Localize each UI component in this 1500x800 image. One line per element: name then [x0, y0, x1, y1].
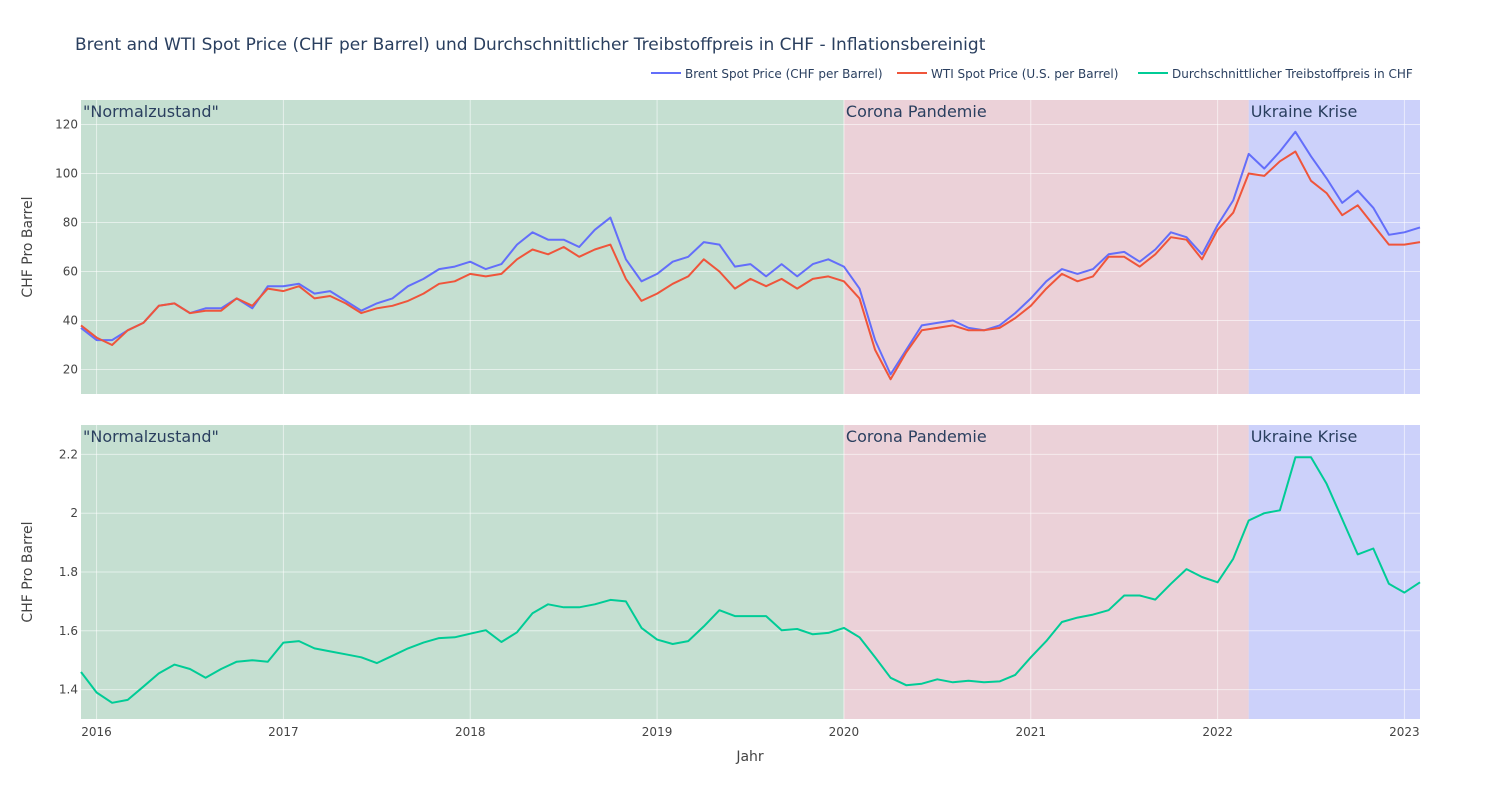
panel-bottom: "Normalzustand" Corona Pandemie Ukraine Kr… — [20, 425, 1421, 739]
period-band-top-0 — [81, 100, 844, 394]
y-tick-bottom-2: 1.8 — [59, 565, 78, 579]
y-tick-top-3: 80 — [63, 216, 78, 230]
period-band-top-1 — [843, 100, 1249, 394]
y-tick-bottom-3: 2 — [70, 506, 78, 520]
x-tick-5: 2021 — [1015, 725, 1046, 739]
legend-item-0[interactable]: Brent Spot Price (CHF per Barrel) — [651, 67, 883, 81]
x-tick-6: 2022 — [1202, 725, 1233, 739]
period-label-bottom-0: "Normalzustand" — [83, 427, 219, 446]
y-tick-top-0: 20 — [63, 363, 78, 377]
period-label-bottom-2: Ukraine Krise — [1251, 427, 1358, 446]
y-tick-top-2: 60 — [63, 265, 78, 279]
legend-item-2[interactable]: Durchschnittlicher Treibstoffpreis in CH… — [1138, 67, 1413, 81]
legend-item-1[interactable]: WTI Spot Price (U.S. per Barrel) — [897, 67, 1118, 81]
legend-label-0: Brent Spot Price (CHF per Barrel) — [685, 67, 883, 81]
x-tick-1: 2017 — [268, 725, 299, 739]
y-axis-title-top: CHF Pro Barrel — [20, 196, 36, 297]
y-tick-top-5: 120 — [55, 118, 78, 132]
y-axis-title-bottom: CHF Pro Barrel — [20, 521, 36, 622]
series-line-bottom-0 — [80, 456, 1421, 704]
series-line-top-1 — [80, 150, 1421, 381]
series-line-top-0 — [80, 130, 1421, 376]
legend-label-1: WTI Spot Price (U.S. per Barrel) — [931, 67, 1118, 81]
x-tick-2: 2018 — [455, 725, 486, 739]
x-tick-0: 2016 — [81, 725, 112, 739]
x-tick-3: 2019 — [642, 725, 673, 739]
panel-top: "Normalzustand" Corona Pandemie Ukraine Kr… — [20, 100, 1421, 394]
legend[interactable]: Brent Spot Price (CHF per Barrel) WTI Spo… — [651, 67, 1413, 81]
y-tick-bottom-4: 2.2 — [59, 447, 78, 461]
period-label-top-2: Ukraine Krise — [1251, 102, 1358, 121]
period-label-top-0: "Normalzustand" — [83, 102, 219, 121]
legend-label-2: Durchschnittlicher Treibstoffpreis in CH… — [1172, 67, 1413, 81]
y-tick-bottom-1: 1.6 — [59, 624, 78, 638]
x-axis-title: Jahr — [735, 749, 764, 765]
x-tick-4: 2020 — [829, 725, 860, 739]
period-label-bottom-1: Corona Pandemie — [846, 427, 987, 446]
y-tick-top-4: 100 — [55, 167, 78, 181]
x-tick-7: 2023 — [1389, 725, 1420, 739]
period-label-top-1: Corona Pandemie — [846, 102, 987, 121]
period-band-top-2 — [1248, 100, 1420, 394]
chart-title: Brent and WTI Spot Price (CHF per Barrel… — [75, 35, 986, 55]
y-tick-bottom-0: 1.4 — [59, 683, 78, 697]
y-tick-top-1: 40 — [63, 314, 78, 328]
